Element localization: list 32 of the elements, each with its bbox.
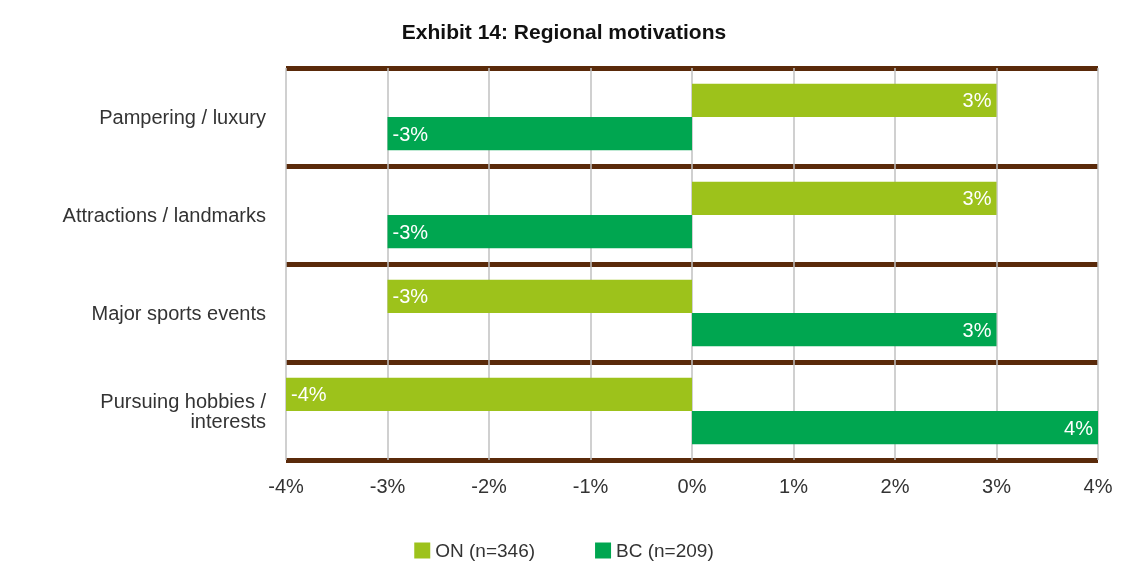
x-tick-label: 2% bbox=[880, 475, 910, 497]
legend-label: ON (n=346) bbox=[435, 540, 536, 561]
data-label: -3% bbox=[392, 285, 429, 308]
y-tick-label: Pursuing hobbies / interests bbox=[100, 390, 267, 432]
x-tick-label: -3% bbox=[369, 475, 406, 497]
x-tick-label: 0% bbox=[677, 475, 707, 497]
data-label: -4% bbox=[291, 383, 327, 406]
data-label: -3% bbox=[392, 220, 429, 243]
bar bbox=[387, 279, 692, 313]
x-tick-label: 4% bbox=[1083, 475, 1113, 497]
data-label: 4% bbox=[1064, 416, 1094, 439]
x-tick-label: -4% bbox=[268, 475, 304, 497]
data-label: 3% bbox=[962, 318, 992, 341]
y-tick-label: Major sports events bbox=[91, 302, 266, 324]
legend-label: BC (n=209) bbox=[616, 540, 714, 561]
data-label: -3% bbox=[392, 122, 429, 145]
bar bbox=[692, 83, 997, 117]
data-label: 3% bbox=[962, 187, 992, 210]
bar bbox=[387, 117, 692, 151]
bar bbox=[692, 411, 1098, 445]
x-tick-label: 3% bbox=[982, 475, 1012, 497]
y-tick-label: Attractions / landmarks bbox=[62, 204, 266, 226]
bar bbox=[286, 377, 692, 411]
chart-title: Exhibit 14: Regional motivations bbox=[401, 20, 727, 43]
x-tick-label: 1% bbox=[779, 475, 809, 497]
data-label: 3% bbox=[962, 89, 992, 112]
x-tick-label: -2% bbox=[471, 475, 507, 497]
bar bbox=[692, 313, 997, 347]
bar bbox=[387, 215, 692, 249]
bar bbox=[692, 181, 997, 215]
y-tick-label: Pampering / luxury bbox=[99, 106, 266, 128]
x-tick-label: -1% bbox=[572, 475, 609, 497]
